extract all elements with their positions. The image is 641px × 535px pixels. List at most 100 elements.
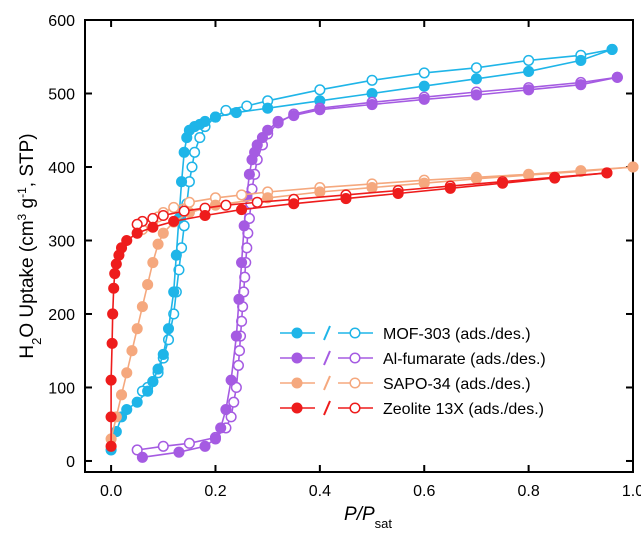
data-point-adsorption	[142, 279, 154, 291]
data-point-adsorption	[575, 54, 587, 66]
data-point-adsorption	[121, 403, 133, 416]
data-point-desorption	[131, 444, 143, 456]
data-point-adsorption	[272, 115, 284, 127]
data-point-adsorption	[121, 234, 133, 247]
series-group	[105, 167, 613, 452]
data-point-desorption	[220, 199, 232, 211]
legend-label: SAPO-34 (ads./des.)	[383, 376, 531, 393]
data-point-adsorption	[444, 182, 456, 194]
data-point-adsorption	[147, 376, 159, 388]
data-point-adsorption	[199, 209, 211, 222]
data-point-adsorption	[105, 374, 117, 386]
legend-marker-filled	[291, 402, 303, 414]
data-point-adsorption	[523, 84, 535, 96]
y-tick-label: 400	[48, 160, 75, 177]
data-point-desorption	[251, 196, 263, 208]
data-point-adsorption	[199, 115, 211, 127]
data-point-adsorption	[470, 173, 482, 185]
plot-frame	[84, 19, 634, 473]
data-point-desorption	[470, 62, 482, 74]
y-tick-label: 0	[66, 454, 75, 471]
legend-marker-open	[349, 352, 361, 364]
legend-slash	[323, 350, 331, 366]
data-point-desorption	[523, 54, 535, 66]
y-tick-label: 200	[48, 307, 75, 324]
x-axis-ticks: 0.0 0.2 0.4 0.6 0.8 1.0	[100, 20, 641, 500]
data-point-desorption	[186, 161, 198, 173]
data-point-adsorption	[106, 337, 118, 349]
data-point-desorption	[241, 100, 253, 112]
data-point-adsorption	[233, 293, 245, 305]
data-point-adsorption	[209, 433, 222, 445]
data-point-adsorption	[549, 172, 561, 184]
legend-marker-filled	[291, 352, 303, 364]
data-point-adsorption	[314, 186, 326, 198]
x-tick-label: 0.4	[309, 483, 331, 500]
data-point-desorption	[157, 440, 169, 452]
data-point-adsorption	[168, 215, 180, 227]
data-point-adsorption	[340, 193, 352, 205]
data-point-adsorption	[262, 192, 274, 204]
data-point-desorption	[233, 345, 246, 357]
data-point-desorption	[178, 220, 190, 232]
series-line-adsorption	[142, 76, 618, 459]
data-point-desorption	[230, 381, 242, 394]
data-point-adsorption	[236, 256, 248, 269]
y-tick-label: 500	[48, 86, 75, 103]
data-point-adsorption	[418, 93, 430, 105]
data-point-adsorption	[131, 227, 143, 239]
y-tick-label: 100	[48, 380, 75, 397]
data-point-adsorption	[209, 111, 222, 123]
data-point-adsorption	[230, 330, 242, 342]
series-layer	[105, 43, 639, 463]
data-point-adsorption	[105, 440, 117, 452]
x-tick-label: 0.6	[413, 483, 435, 500]
x-axis-title: P/Psat	[344, 504, 392, 531]
data-point-desorption	[183, 437, 195, 449]
data-point-adsorption	[470, 73, 482, 85]
data-point-adsorption	[288, 109, 300, 122]
data-point-desorption	[183, 196, 195, 208]
data-point-adsorption	[470, 89, 482, 101]
data-point-desorption	[314, 84, 326, 96]
data-point-desorption	[236, 189, 248, 201]
data-point-adsorption	[121, 367, 133, 379]
data-point-adsorption	[147, 256, 159, 269]
data-point-adsorption	[136, 451, 148, 463]
x-tick-label: 1.0	[622, 483, 641, 500]
data-point-adsorption	[575, 79, 587, 91]
data-point-adsorption	[176, 176, 188, 188]
data-point-adsorption	[162, 323, 175, 335]
data-point-adsorption	[251, 139, 263, 151]
data-point-adsorption	[170, 249, 182, 261]
data-point-adsorption	[496, 177, 509, 189]
y-axis-title: H2O Uptake (cm3 g-1, STP)	[15, 133, 44, 358]
series-line-desorption	[137, 76, 618, 451]
data-point-adsorption	[108, 282, 120, 294]
data-point-adsorption	[178, 146, 190, 158]
data-point-adsorption	[238, 220, 250, 232]
legend-marker-filled	[291, 377, 303, 389]
legend-label: MOF-303 (ads./des.)	[383, 326, 531, 343]
data-point-adsorption	[366, 98, 378, 111]
data-point-adsorption	[215, 422, 227, 434]
legend-item: SAPO-34 (ads./des.)	[280, 375, 531, 393]
data-point-adsorption	[523, 65, 535, 77]
data-point-adsorption	[152, 363, 164, 375]
data-point-desorption	[157, 209, 169, 222]
data-point-desorption	[173, 264, 185, 276]
data-point-adsorption	[105, 411, 117, 423]
legend-item: Al-fumarate (ads./des.)	[280, 350, 546, 368]
data-point-adsorption	[225, 374, 237, 386]
data-point-adsorption	[147, 221, 159, 233]
data-point-desorption	[168, 201, 180, 213]
legend-item: Zeolite 13X (ads./des.)	[280, 400, 544, 418]
data-point-adsorption	[142, 385, 154, 397]
data-point-adsorption	[418, 177, 430, 189]
legend-label: Zeolite 13X (ads./des.)	[383, 401, 544, 418]
data-point-adsorption	[157, 348, 169, 360]
legend-marker-open	[349, 327, 361, 339]
data-point-adsorption	[109, 268, 121, 280]
data-point-adsorption	[418, 80, 430, 92]
data-point-adsorption	[256, 132, 268, 144]
